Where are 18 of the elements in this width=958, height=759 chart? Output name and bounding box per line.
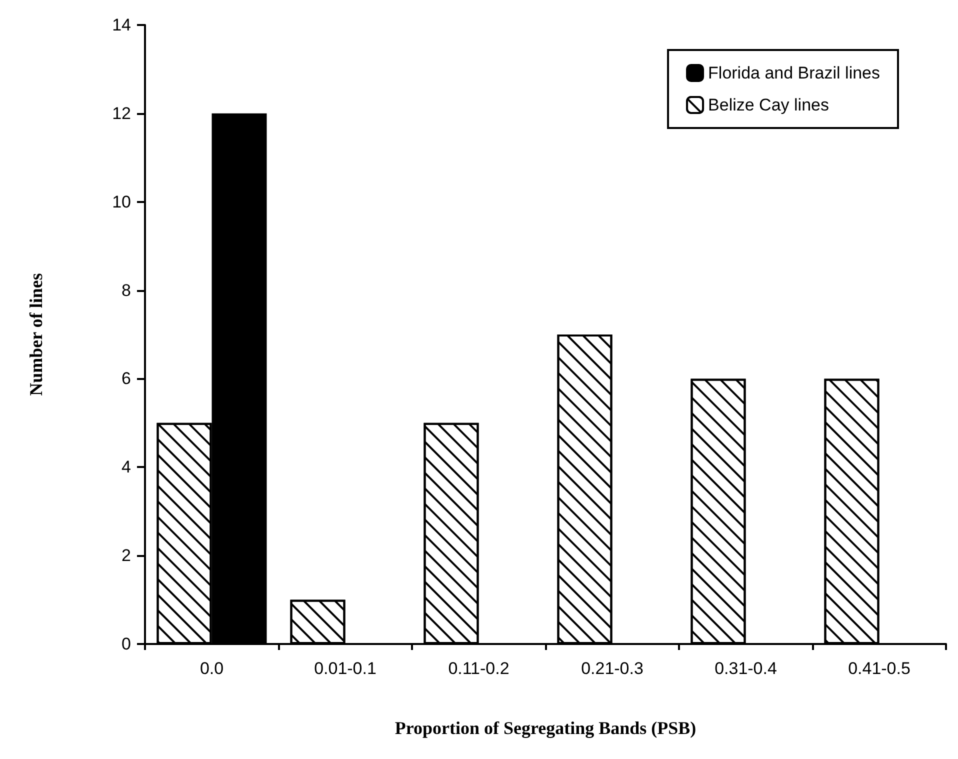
y-tick-label: 4 bbox=[122, 458, 131, 477]
x-tick-label: 0.11-0.2 bbox=[448, 659, 510, 678]
y-tick-label: 10 bbox=[112, 192, 131, 212]
x-tick-label: 0.01-0.1 bbox=[314, 659, 376, 678]
y-tick-label: 2 bbox=[122, 546, 131, 566]
y-tick-label: 0 bbox=[122, 634, 131, 654]
legend-label: Belize Cay lines bbox=[708, 96, 829, 114]
x-axis-title: Proportion of Segregating Bands (PSB) bbox=[394, 718, 696, 738]
x-tick-label: 0.21-0.3 bbox=[581, 659, 644, 678]
y-tick-label: 6 bbox=[122, 369, 131, 388]
x-tick-label: 0.0 bbox=[200, 659, 224, 678]
legend-label: Florida and Brazil lines bbox=[708, 64, 880, 82]
y-tick-label: 8 bbox=[122, 280, 131, 300]
y-tick-label: 14 bbox=[112, 16, 131, 34]
x-tick-label: 0.31-0.4 bbox=[714, 659, 777, 678]
y-axis-title: Number of lines bbox=[26, 273, 46, 396]
y-tick-label: 12 bbox=[112, 104, 131, 123]
x-tick-label: 0.41-0.5 bbox=[848, 659, 910, 678]
